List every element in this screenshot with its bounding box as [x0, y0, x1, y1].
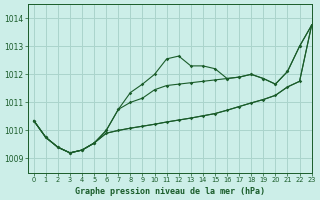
X-axis label: Graphe pression niveau de la mer (hPa): Graphe pression niveau de la mer (hPa) — [75, 187, 265, 196]
